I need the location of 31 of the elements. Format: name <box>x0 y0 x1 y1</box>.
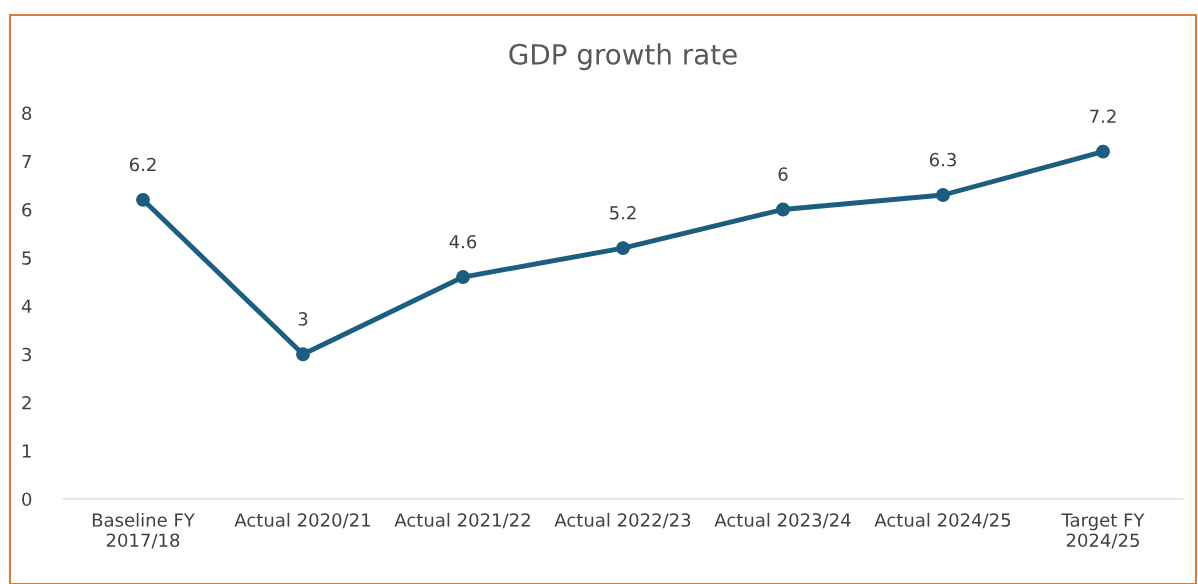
x-tick-label: Actual 2021/22 <box>394 512 530 529</box>
y-tick-label: 5 <box>22 251 31 265</box>
data-label: 7.2 <box>1090 109 1116 123</box>
data-label: 5.2 <box>610 205 636 220</box>
x-tick-label: Baseline FY 2017/18 <box>92 512 195 549</box>
point <box>136 192 150 207</box>
point <box>776 202 790 217</box>
point <box>936 188 950 202</box>
point <box>296 347 310 362</box>
y-tick-label: 4 <box>21 299 32 313</box>
data-label: 6 <box>778 167 788 181</box>
data-label: 6.3 <box>929 152 956 167</box>
x-tick-label: Actual 2020/21 <box>234 512 370 529</box>
x-tick-label: Actual 2022/23 <box>554 512 691 529</box>
y-tick-label: 2 <box>22 395 31 410</box>
data-label: 6.2 <box>129 157 156 172</box>
y-tick-label: 7 <box>22 154 31 169</box>
x-tick-label: Actual 2024/25 <box>874 512 1011 529</box>
y-tick-label: 6 <box>22 202 32 217</box>
y-tick-label: 8 <box>22 106 32 121</box>
data-label: 4.6 <box>449 234 477 249</box>
point <box>616 241 630 256</box>
point <box>1096 144 1110 159</box>
y-tick-label: 1 <box>22 444 31 458</box>
data-label: 3 <box>298 312 308 326</box>
point <box>456 270 470 284</box>
y-tick-label: 0 <box>22 492 32 507</box>
y-tick-label: 3 <box>22 347 31 362</box>
x-tick-label: Actual 2023/24 <box>714 512 851 529</box>
chart-title: GDP growth rate <box>509 43 737 71</box>
x-tick-label: Target FY 2024/25 <box>1061 513 1145 549</box>
